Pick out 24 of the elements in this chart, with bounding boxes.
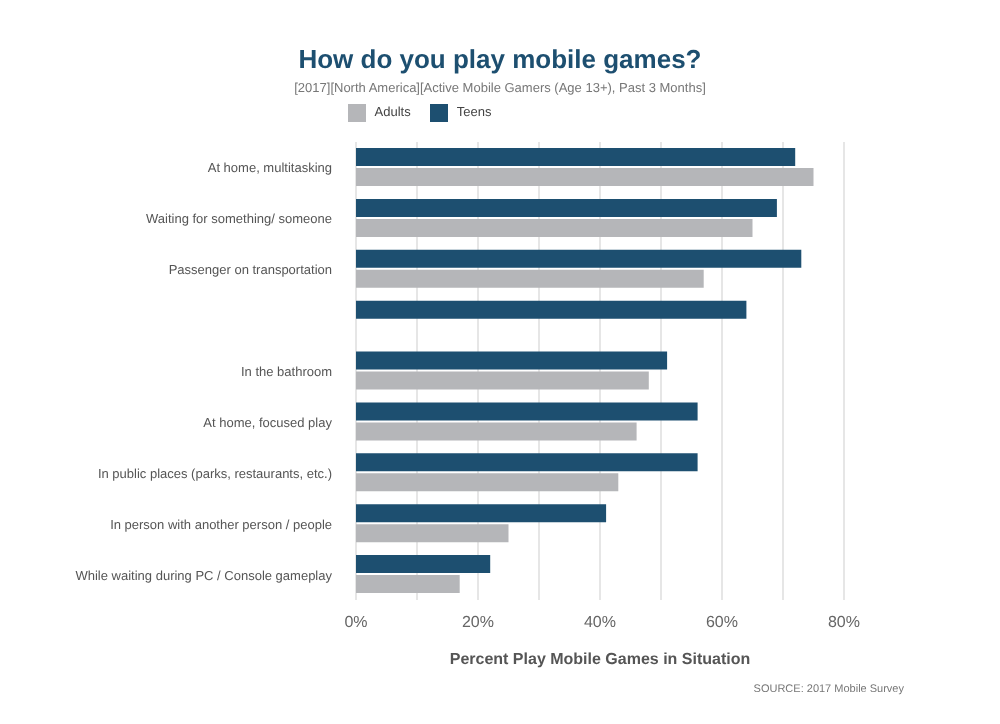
bar <box>356 351 668 370</box>
bar <box>356 300 747 319</box>
x-tick-label: 40% <box>583 613 617 632</box>
chart-title: How do you play mobile games? <box>296 42 704 74</box>
x-tick-label: 0% <box>344 613 368 632</box>
bar <box>356 453 698 472</box>
bar <box>356 504 607 523</box>
bar <box>356 402 698 421</box>
bar <box>356 575 460 594</box>
bar <box>356 168 814 186</box>
bar <box>356 371 649 390</box>
bar <box>356 555 491 574</box>
bar <box>356 269 704 288</box>
x-tick-label: 20% <box>461 613 495 632</box>
bar <box>356 249 802 268</box>
bar <box>356 198 777 217</box>
x-axis-title: Percent Play Mobile Games in Situation <box>449 650 751 668</box>
bar <box>356 218 753 237</box>
x-tick-label: 60% <box>705 613 739 632</box>
bar <box>356 422 637 441</box>
bar <box>356 473 619 492</box>
bar <box>356 148 796 166</box>
x-tick-label: 80% <box>827 613 861 632</box>
bar <box>356 524 509 543</box>
